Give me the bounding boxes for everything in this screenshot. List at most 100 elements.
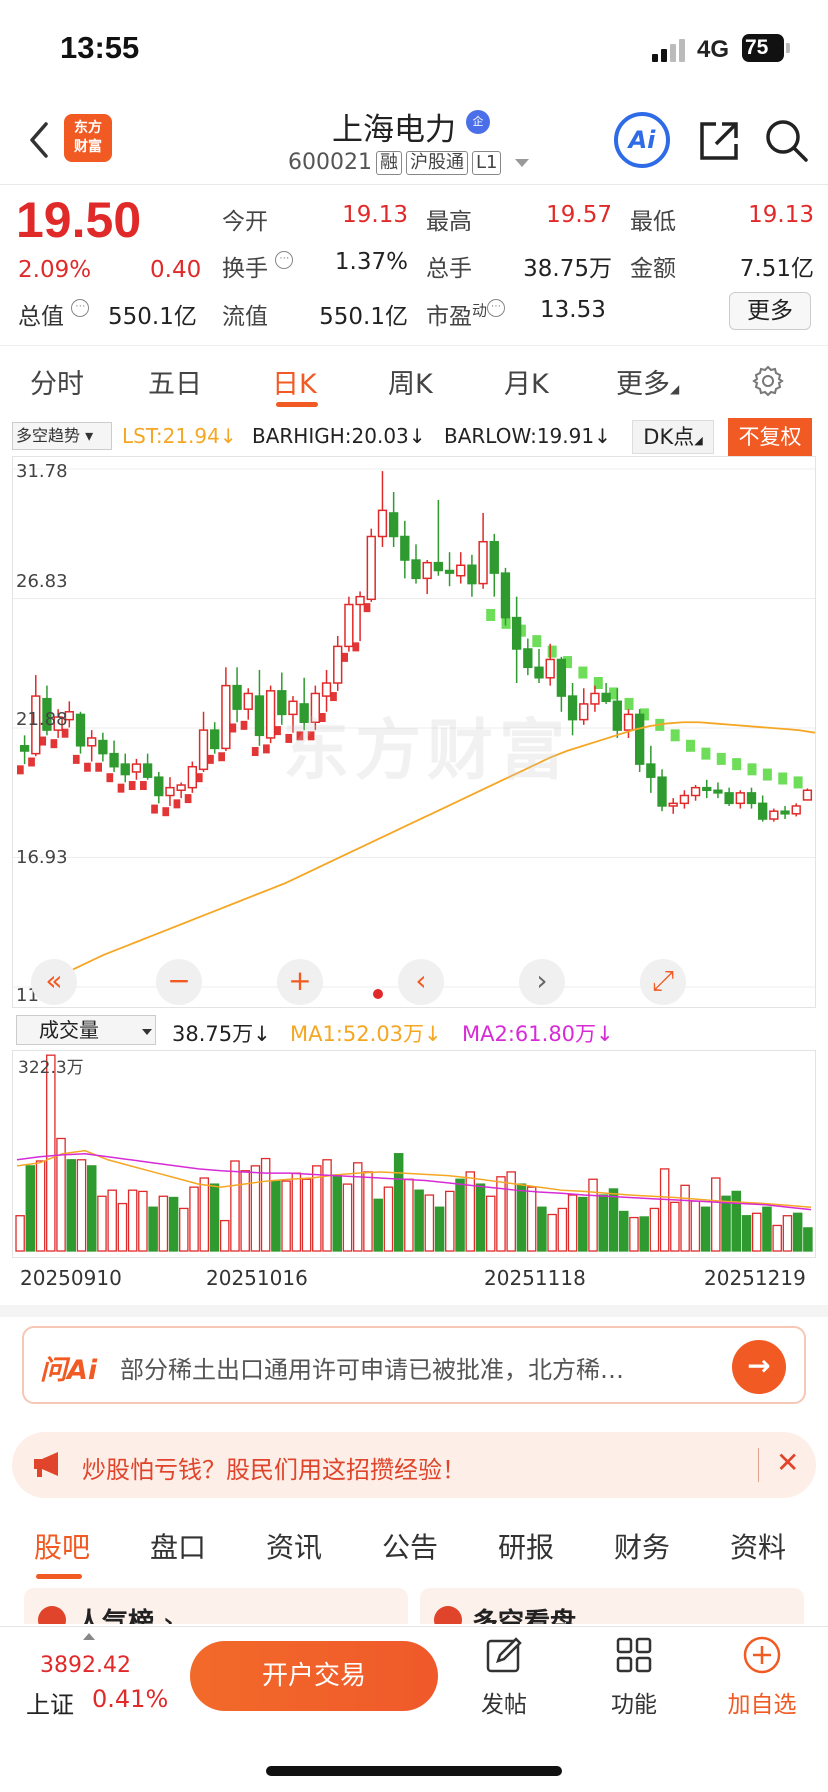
more-button[interactable]: 更多 [729,292,811,330]
tab-daily-k[interactable]: 日K [272,369,317,400]
tab-more[interactable]: 更多◢ [616,369,680,400]
scroll-right-button[interactable]: › [519,959,565,1005]
tab-research[interactable]: 研报 [498,1531,555,1564]
stock-name[interactable]: 上海电力 [332,112,456,148]
tab-news[interactable]: 资讯 [266,1531,323,1564]
index-value[interactable]: 3892.42 [40,1653,131,1678]
mktcap-label[interactable]: 总值 ⋯ [18,297,90,331]
kline-chart[interactable]: 东方财富 31.78 26.83 21.88 16.93 11.98 « − +… [12,456,816,1008]
volume-bar [455,1178,465,1252]
volume-chart[interactable]: 322.3万 [12,1050,816,1258]
back-icon[interactable] [24,120,54,160]
trend-mark [17,765,24,775]
zoom-in-button[interactable]: + [277,959,323,1005]
tab-guba[interactable]: 股吧 [34,1531,91,1564]
amount-label: 金额 [630,256,676,282]
volume-bar [424,1194,435,1252]
candle-body [400,535,410,561]
candle-body [444,569,455,574]
date-label: 20251118 [484,1266,586,1290]
volume-bar [271,1180,281,1252]
volume-bar [209,1183,220,1252]
candle-body [310,692,321,723]
volume-bar [721,1195,731,1252]
volume-bar [363,1171,373,1252]
scroll-left-button[interactable]: ‹ [398,959,444,1005]
stock-code-line[interactable]: 600021 融 沪股通 L1 [288,150,530,175]
volume-bar [731,1190,742,1252]
indicator-select[interactable]: 多空趋势 ▾ [12,422,112,450]
candle-body [623,713,634,731]
index-name[interactable]: 上证 [26,1691,74,1719]
battery-cap [786,43,790,53]
trend-mark [593,677,603,690]
fullscreen-button[interactable]: ⤢ [640,959,686,1005]
volume-ma2: MA2:61.80万↓ [462,1022,614,1046]
search-icon[interactable] [762,116,810,164]
gear-icon[interactable] [751,364,785,398]
jump-start-button[interactable]: « [31,959,77,1005]
arrow-right-icon[interactable]: → [732,1340,786,1394]
volume-bar [332,1174,343,1252]
function-button[interactable]: 功能 [594,1635,674,1719]
promo-tip-text[interactable]: 炒股怕亏钱？股民们用这招攒经验！ [82,1456,466,1484]
candle-body [545,658,555,679]
promo-tip-bar[interactable]: 炒股怕亏钱？股民们用这招攒经验！ ✕ [12,1432,816,1498]
close-icon[interactable]: ✕ [776,1446,800,1479]
trend-mark [195,773,203,783]
bottom-toolbar: 3892.42 上证 0.41% 开户交易 发帖 功能 加自选 [0,1626,828,1792]
pe-value: 13.53 [540,297,606,323]
bull-bear-card[interactable]: 多空看盘 [420,1588,804,1624]
date-label: 20251016 [206,1266,308,1290]
tag-connect: 沪股通 [405,150,468,175]
volume-bar [690,1200,701,1252]
tab-intraday[interactable]: 分时 [30,369,84,400]
candle-body [556,658,567,697]
volume-bar [434,1206,445,1252]
volume-bar [250,1165,261,1252]
add-watchlist-button[interactable]: 加自选 [722,1635,802,1719]
no-adjust-button[interactable]: 不复权 [728,418,812,456]
position-dot [373,989,383,999]
candle-body [735,792,745,805]
share-icon[interactable] [696,118,742,164]
tab-five-day[interactable]: 五日 [148,369,202,400]
tab-financials[interactable]: 财务 [614,1531,671,1564]
tab-weekly-k[interactable]: 周K [388,369,433,400]
watermark: 东方财富 [283,712,571,789]
open-account-trade-button[interactable]: 开户交易 [190,1641,438,1711]
tab-monthly-k[interactable]: 月K [504,369,549,400]
trend-mark [128,781,136,791]
trend-mark [285,733,293,743]
ai-assistant-button[interactable]: Ai [614,112,670,168]
trend-mark [747,763,757,776]
volume-bar [404,1178,414,1252]
zoom-out-button[interactable]: − [156,959,202,1005]
volume-bar [537,1206,547,1252]
volume-bar [230,1160,240,1252]
pe-label[interactable]: 市盈动 ⋯ [426,297,506,331]
eastmoney-logo[interactable]: 东方 财富 [64,114,112,162]
caret-down-icon [142,1029,152,1035]
index-change[interactable]: 0.41% [92,1685,169,1713]
candle-body [489,540,499,574]
dk-point-button[interactable]: DK点◢ [632,420,714,454]
ask-ai-prompt[interactable]: 部分稀土出口通用许可申请已被批准，北方稀… [120,1356,624,1384]
post-button[interactable]: 发帖 [464,1635,544,1719]
ask-ai-bar[interactable]: 问Ai 部分稀土出口通用许可申请已被批准，北方稀… → [22,1326,806,1404]
volume-bar [762,1206,772,1252]
volume-select[interactable]: 成交量 [16,1015,156,1045]
flame-icon [38,1606,66,1624]
candle-body [657,776,667,807]
trend-mark [578,666,588,679]
candle-body [523,648,533,669]
trend-mark [229,723,237,733]
popularity-card[interactable]: 人气榜 › [24,1588,408,1624]
turnover-label[interactable]: 换手 ⋯ [222,249,294,283]
candle-body [75,713,86,747]
tab-announcements[interactable]: 公告 [382,1531,439,1564]
volume-bar [199,1177,210,1252]
tab-pankou[interactable]: 盘口 [150,1531,207,1564]
volume-bar [629,1216,639,1252]
tab-profile[interactable]: 资料 [730,1531,787,1564]
